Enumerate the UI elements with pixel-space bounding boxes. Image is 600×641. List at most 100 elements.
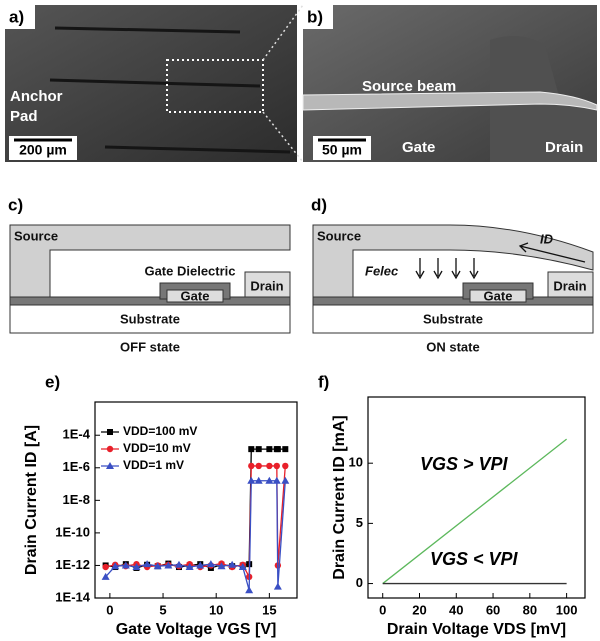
y-axis-label: Drain Current ID [mA] — [331, 415, 348, 579]
marker — [185, 563, 194, 571]
annotation: Gate — [181, 288, 210, 303]
panel-d: d) Source ID Felec Gate Drain Substrate … — [311, 195, 594, 354]
panel-label: c) — [8, 195, 23, 214]
label-box — [5, 5, 35, 29]
dielectric — [9, 296, 291, 306]
marker — [272, 476, 281, 484]
dielectric — [312, 296, 594, 306]
annotation: Gate Dielectric — [144, 263, 235, 278]
y-tick-label: 1E-8 — [63, 492, 90, 507]
marker — [174, 560, 183, 568]
marker — [132, 563, 141, 571]
x-tick-label: 5 — [159, 602, 166, 617]
panel-c: c) Source Gate Dielectric Gate Drain Sub… — [8, 195, 291, 354]
drain — [244, 271, 291, 298]
annotation: Substrate — [120, 311, 180, 326]
marker — [217, 562, 226, 570]
x-tick-label: 15 — [262, 602, 276, 617]
marker — [196, 561, 205, 569]
drain — [547, 271, 594, 298]
marker — [248, 446, 255, 453]
legend-marker — [106, 462, 114, 469]
marker — [266, 446, 273, 453]
marker — [273, 582, 282, 590]
marker — [247, 476, 256, 484]
x-tick-label: 40 — [449, 602, 463, 617]
marker — [228, 560, 237, 568]
beam — [104, 145, 291, 154]
force-arrows — [415, 242, 586, 280]
marker — [281, 476, 290, 484]
panel-label: a) — [9, 7, 24, 26]
y-tick-label: 5 — [356, 515, 363, 530]
zoom-box — [166, 59, 264, 113]
panel-label: d) — [311, 195, 327, 214]
marker — [282, 446, 289, 453]
annotation: Source — [14, 228, 58, 243]
y-tick-label: 1E-12 — [55, 557, 90, 572]
marker — [121, 561, 130, 569]
zoom-line — [262, 111, 304, 163]
marker — [164, 561, 173, 569]
caption: ON state — [426, 339, 479, 354]
y-tick-label: 1E-10 — [55, 524, 90, 539]
marker — [274, 446, 281, 453]
label-box — [303, 5, 333, 29]
legend-marker — [107, 429, 113, 435]
marker — [245, 586, 254, 594]
x-axis-label: Gate Voltage VGS [V] — [116, 621, 277, 638]
y-tick-label: 1E-4 — [63, 427, 91, 442]
marker — [254, 476, 263, 484]
beam — [302, 91, 598, 111]
panel-a: a) Anchor Pad 200 µm — [5, 4, 304, 163]
marker — [266, 462, 273, 470]
marker — [238, 563, 247, 571]
x-tick-label: 100 — [556, 602, 578, 617]
marker — [102, 563, 109, 571]
y-tick-label: 1E-6 — [63, 459, 90, 474]
panel-label: f) — [318, 372, 329, 391]
scale-label: 50 µm — [322, 142, 362, 158]
gate — [166, 289, 224, 303]
y-axis-label: Drain Current ID [A] — [23, 425, 40, 575]
annotation: Felec — [365, 263, 399, 278]
legend-marker — [106, 445, 114, 453]
caption: OFF state — [120, 339, 180, 354]
annotation: Drain — [250, 278, 283, 293]
y-tick-label: 10 — [349, 455, 363, 470]
annotation: Pad — [10, 108, 38, 125]
x-axis-label: Drain Voltage VDS [mV] — [387, 621, 566, 638]
x-tick-label: 20 — [412, 602, 426, 617]
annotation: Gate — [484, 288, 513, 303]
annotation: Source — [317, 228, 361, 243]
legend-label: VDD=1 mV — [123, 458, 184, 472]
x-tick-label: 10 — [209, 602, 223, 617]
annotation: Anchor — [10, 88, 63, 105]
source — [9, 224, 291, 298]
marker — [282, 462, 289, 470]
beam — [54, 26, 241, 34]
source — [312, 224, 594, 298]
x-tick-label: 0 — [379, 602, 386, 617]
marker — [101, 572, 110, 580]
series-line — [382, 438, 568, 585]
annotation: Substrate — [423, 311, 483, 326]
legend-label: VDD=10 mV — [123, 441, 191, 455]
panel-b: b) Source beam Gate Drain 50 µm — [302, 5, 598, 162]
substrate — [9, 304, 291, 334]
plot-frame — [367, 396, 586, 599]
y-tick-label: 1E-14 — [55, 589, 90, 604]
x-tick-label: 0 — [106, 602, 113, 617]
substrate — [312, 304, 594, 334]
panel-label: e) — [45, 372, 60, 391]
annotation: VGS < VPI — [430, 549, 519, 569]
series-line — [105, 480, 286, 591]
x-tick-label: 80 — [523, 602, 537, 617]
legend-label: VDD=100 mV — [123, 424, 197, 438]
y-tick-label: 0 — [356, 575, 363, 590]
beam — [49, 78, 261, 88]
marker — [143, 560, 152, 568]
marker — [153, 562, 162, 570]
panel-label: b) — [307, 7, 323, 26]
